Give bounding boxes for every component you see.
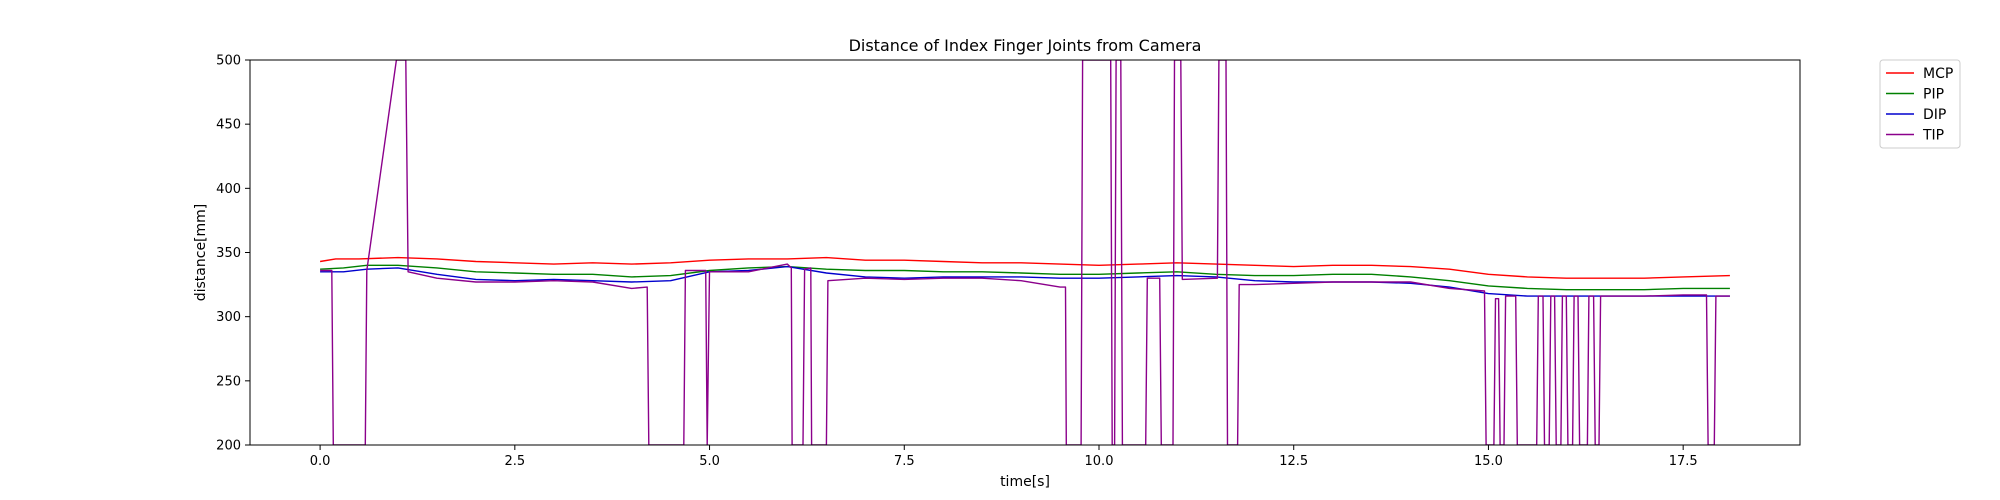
y-tick-label: 450 [216,118,241,133]
series-line-mcp [319,256,1730,279]
y-tick-label: 400 [216,182,241,197]
legend-label-mcp: MCP [1923,66,1953,82]
y-axis: 200 250 300 350 400 450 500 [216,54,250,454]
series-line-pip [320,264,1730,291]
legend-label-dip: DIP [1923,107,1946,123]
y-axis-label: distance[mm] [193,204,209,302]
x-tick-label: 15.0 [1474,454,1503,469]
x-axis-label: time[s] [1000,474,1050,490]
legend-label-pip: PIP [1923,87,1944,103]
legend-box [1879,59,1961,149]
y-tick-label: 250 [216,374,241,389]
y-tick-label: 350 [216,246,241,261]
y-tick-label: 200 [216,439,241,454]
x-axis: 0.0 2.5 5.0 7.5 10.0 12.5 15.0 17.5 [310,445,1698,469]
y-tick-label: 500 [216,54,241,69]
plot-area [249,59,1801,446]
x-tick-label: 10.0 [1085,454,1114,469]
x-tick-label: 2.5 [504,454,525,469]
legend: MCP PIP DIP TIP [1879,59,1961,149]
chart-title: Distance of Index Finger Joints from Cam… [849,36,1202,55]
x-tick-label: 0.0 [310,454,331,469]
x-tick-label: 5.0 [699,454,720,469]
series-line-dip [320,265,1730,297]
x-tick-label: 7.5 [894,454,915,469]
legend-label-tip: TIP [1922,128,1944,144]
x-tick-label: 17.5 [1669,454,1698,469]
y-tick-label: 300 [216,310,241,325]
series-line-tip [320,60,1730,445]
series-lines [319,60,1730,445]
x-tick-label: 12.5 [1279,454,1308,469]
